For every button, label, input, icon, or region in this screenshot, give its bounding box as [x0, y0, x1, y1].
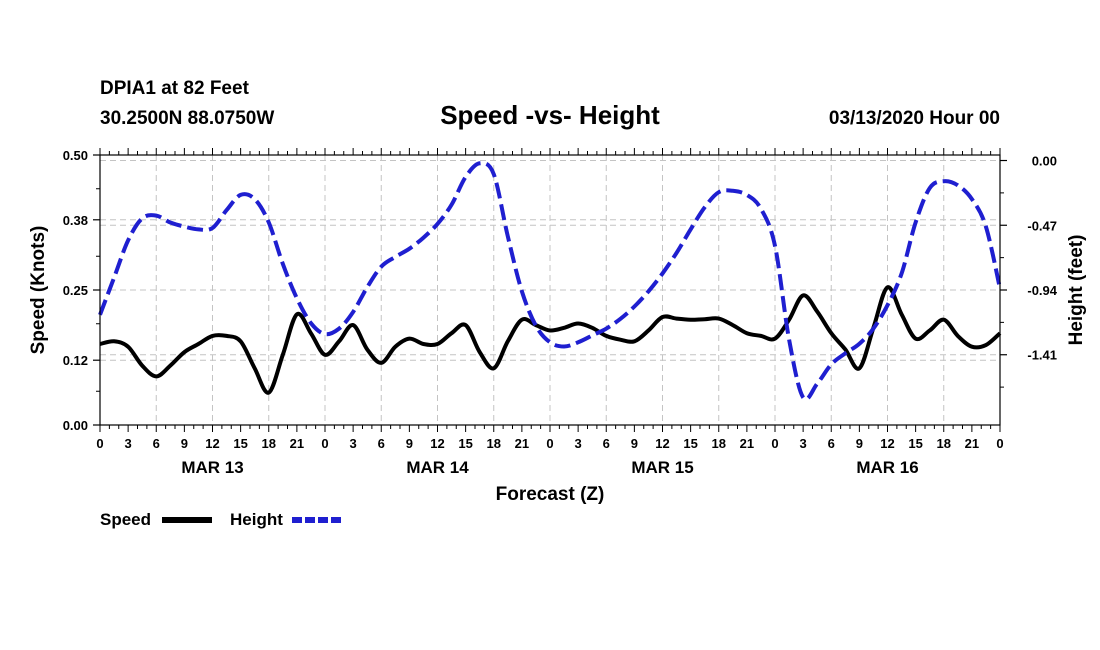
x-tick-label: 18	[712, 436, 726, 451]
y-right-tick-label: 0.00	[1032, 154, 1057, 169]
x-tick-label: 21	[290, 436, 304, 451]
legend-height-label: Height	[230, 510, 283, 529]
x-tick-label: 12	[430, 436, 444, 451]
x-tick-label: 0	[321, 436, 328, 451]
y-right-tick-label: -0.94	[1027, 283, 1057, 298]
x-axis-label: Forecast (Z)	[496, 484, 605, 505]
y-right-tick-label: -0.47	[1027, 218, 1057, 233]
x-tick-label: 3	[350, 436, 357, 451]
x-tick-label: 15	[233, 436, 247, 451]
x-tick-label: 6	[828, 436, 835, 451]
x-day-label: MAR 13	[181, 458, 243, 477]
x-tick-label: 6	[603, 436, 610, 451]
x-day-label: MAR 16	[856, 458, 918, 477]
series-line-height	[98, 161, 1002, 402]
y-axis-left-label: Speed (Knots)	[28, 226, 49, 355]
x-tick-label: 0	[996, 436, 1003, 451]
x-tick-label: 6	[153, 436, 160, 451]
series-layer	[98, 161, 1002, 402]
y-left-tick-label: 0.50	[63, 148, 88, 163]
x-day-label: MAR 15	[631, 458, 693, 477]
x-day-label: MAR 14	[406, 458, 469, 477]
x-tick-label: 3	[800, 436, 807, 451]
legend-speed-label: Speed	[100, 510, 151, 529]
x-tick-label: 21	[740, 436, 754, 451]
y-left-tick-label: 0.00	[63, 418, 88, 433]
x-tick-label: 12	[880, 436, 894, 451]
y-axis-right-label: Height (feet)	[1066, 235, 1087, 346]
run-time-label: 03/13/2020 Hour 00	[829, 108, 1000, 129]
y-left-tick-label: 0.38	[63, 213, 88, 228]
x-tick-label: 15	[908, 436, 922, 451]
x-tick-label: 0	[96, 436, 103, 451]
y-left-tick-label: 0.25	[63, 283, 88, 298]
x-tick-label: 15	[458, 436, 472, 451]
x-tick-label: 3	[575, 436, 582, 451]
x-tick-label: 12	[655, 436, 669, 451]
legend: Speed Height	[100, 510, 342, 529]
x-tick-label: 18	[487, 436, 501, 451]
x-tick-label: 18	[937, 436, 951, 451]
x-tick-label: 6	[378, 436, 385, 451]
x-tick-label: 21	[515, 436, 529, 451]
axes-layer: 0.00 0.12 0.25 0.38 0.50 0.00 -0.47 -0.94 -1.41 0…	[63, 148, 1058, 477]
x-tick-label: 3	[125, 436, 132, 451]
x-tick-label: 18	[262, 436, 276, 451]
x-tick-label: 21	[965, 436, 979, 451]
x-tick-label: 15	[683, 436, 697, 451]
x-tick-label: 9	[406, 436, 413, 451]
x-tick-label: 0	[546, 436, 553, 451]
y-right-tick-label: -1.41	[1027, 348, 1057, 363]
x-tick-label: 12	[205, 436, 219, 451]
x-tick-label: 9	[631, 436, 638, 451]
y-left-tick-label: 0.12	[63, 353, 88, 368]
station-label: DPIA1 at 82 Feet	[100, 78, 250, 99]
location-label: 30.2500N 88.0750W	[100, 108, 274, 129]
x-tick-label: 9	[181, 436, 188, 451]
x-tick-label: 0	[771, 436, 778, 451]
grid	[100, 155, 1000, 425]
chart-title: Speed -vs- Height	[440, 100, 660, 130]
series-line-speed	[99, 285, 1002, 395]
x-tick-label: 9	[856, 436, 863, 451]
